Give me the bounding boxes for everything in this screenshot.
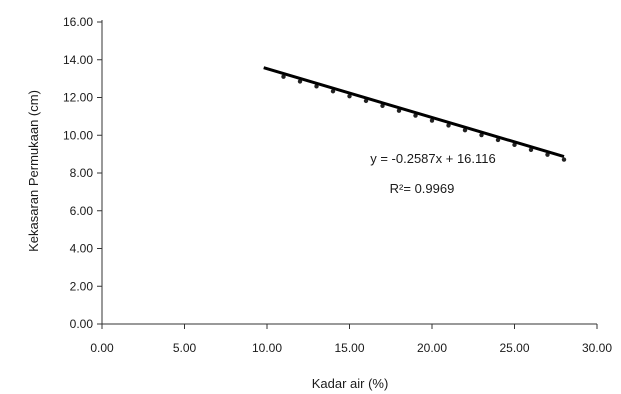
data-point bbox=[330, 89, 336, 94]
x-tick-label: 25.00 bbox=[499, 341, 529, 355]
data-point bbox=[429, 118, 435, 123]
y-tick-label: 14.00 bbox=[63, 53, 93, 67]
x-tick-label: 15.00 bbox=[334, 341, 364, 355]
x-tick-label: 20.00 bbox=[417, 341, 447, 355]
y-tick-label: 12.00 bbox=[63, 91, 93, 105]
data-points bbox=[281, 74, 567, 162]
x-tick-label: 5.00 bbox=[173, 341, 197, 355]
x-tick-label: 30.00 bbox=[582, 341, 612, 355]
y-tick-label: 0.00 bbox=[70, 317, 94, 331]
data-point bbox=[545, 152, 550, 157]
data-point bbox=[281, 74, 286, 79]
y-tick-label: 8.00 bbox=[70, 166, 94, 180]
data-point bbox=[446, 123, 451, 128]
trendline bbox=[263, 66, 565, 158]
data-point bbox=[347, 93, 352, 99]
data-point bbox=[314, 84, 319, 89]
data-point bbox=[413, 113, 418, 118]
y-tick-label: 16.00 bbox=[63, 15, 93, 29]
y-axis-ticks: 0.00 2.00 4.00 6.00 8.00 10.00 12.00 14.00 16.00 bbox=[63, 15, 102, 331]
x-axis-title: Kadar air (%) bbox=[312, 376, 389, 391]
y-axis-title: Kekasaran Permukaan (cm) bbox=[26, 90, 41, 252]
regression-equation: y = -0.2587x + 16.116 bbox=[370, 151, 496, 166]
y-tick-label: 10.00 bbox=[63, 128, 93, 142]
data-point bbox=[297, 79, 303, 84]
x-axis-ticks: 0.00 5.00 10.00 15.00 20.00 25.00 30.00 bbox=[90, 324, 612, 355]
y-tick-label: 6.00 bbox=[70, 204, 94, 218]
y-tick-label: 2.00 bbox=[70, 279, 94, 293]
x-tick-label: 0.00 bbox=[90, 341, 114, 355]
data-point bbox=[561, 157, 567, 162]
y-tick-label: 4.00 bbox=[70, 242, 94, 256]
r-squared-label: R²= 0.9969 bbox=[390, 181, 455, 196]
data-point bbox=[528, 147, 534, 152]
x-tick-label: 10.00 bbox=[252, 341, 282, 355]
